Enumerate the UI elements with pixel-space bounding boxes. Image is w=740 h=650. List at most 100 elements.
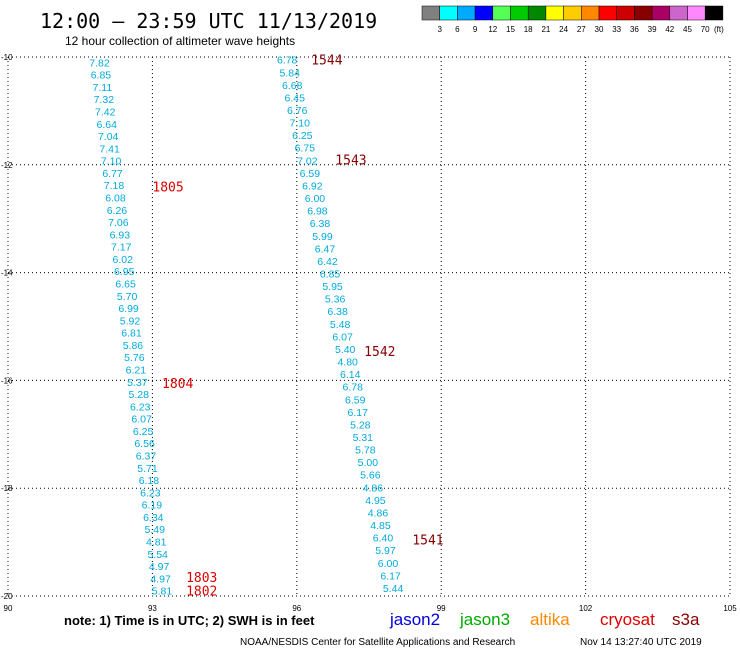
swh-value-label: 5.76 <box>124 352 145 364</box>
legend-scale-label: 12 <box>488 25 497 34</box>
swh-value-label: 6.85 <box>320 268 341 280</box>
swh-value-label: 6.07 <box>332 331 353 343</box>
swh-value-label: 6.21 <box>126 364 147 376</box>
swh-value-label: 5.95 <box>322 281 343 293</box>
swh-value-label: 7.41 <box>99 143 120 155</box>
swh-value-label: 6.99 <box>118 303 139 315</box>
legend-swatch <box>545 5 564 21</box>
legend-swatch <box>457 5 476 21</box>
swh-value-label: 6.23 <box>140 487 161 499</box>
swh-value-label: 5.28 <box>129 389 150 401</box>
swh-value-label: 7.04 <box>98 131 119 143</box>
swh-value-label: 6.59 <box>345 394 366 406</box>
x-tick-label: 96 <box>292 604 301 613</box>
footer-timestamp: Nov 14 13:27:40 UTC 2019 <box>580 637 702 648</box>
swh-value-label: 6.45 <box>285 92 306 104</box>
legend-swatch <box>616 5 635 21</box>
legend-scale-label: 9 <box>473 25 478 34</box>
swh-value-label: 6.98 <box>307 206 328 218</box>
time-label: 1803 <box>186 571 217 586</box>
swh-value-label: 7.11 <box>93 82 113 94</box>
swh-value-label: 7.02 <box>297 155 318 167</box>
swh-value-label: 5.71 <box>137 463 158 475</box>
time-label: 1541 <box>412 533 443 548</box>
x-tick-label: 105 <box>723 604 737 613</box>
swh-value-label: 6.92 <box>302 180 323 192</box>
swh-value-label: 6.26 <box>107 205 128 217</box>
swh-value-label: 5.37 <box>127 377 148 389</box>
x-tick-label: 90 <box>4 604 13 613</box>
legend-scale-label: 42 <box>665 25 674 34</box>
swh-value-label: 6.00 <box>305 193 326 205</box>
legend-swatch <box>474 5 494 21</box>
swh-value-label: 7.06 <box>108 217 129 229</box>
swh-value-label: 5.49 <box>145 524 166 536</box>
swh-value-label: 4.97 <box>149 561 170 573</box>
swh-value-label: 4.95 <box>365 495 386 507</box>
legend-swatch <box>439 5 458 21</box>
time-label: 1542 <box>364 345 395 360</box>
swh-value-label: 7.82 <box>89 57 110 69</box>
swh-value-label: 6.42 <box>317 256 338 268</box>
swh-value-label: 5.44 <box>383 583 404 595</box>
axis-tick-labels: 90 93 96 99 102 105 -10 -12 -14 -16 -18 -20 <box>1 53 737 613</box>
swh-value-label: 5.84 <box>279 67 300 79</box>
legend-swatch <box>527 5 547 21</box>
x-tick-label: 99 <box>437 604 446 613</box>
x-tick-label: 102 <box>579 604 593 613</box>
legend-swatch <box>634 5 653 21</box>
legend-swatch <box>421 5 440 21</box>
swh-value-label: 6.40 <box>373 533 394 545</box>
swh-value-label: 6.07 <box>131 414 152 426</box>
y-tick-label: -12 <box>1 161 13 170</box>
legend-swatch <box>563 5 582 21</box>
time-label: 1544 <box>311 54 342 69</box>
swh-value-label: 6.38 <box>310 218 331 230</box>
swh-value-label: 6.14 <box>340 369 361 381</box>
swh-value-label: 6.65 <box>115 279 136 291</box>
satellite-legend-jason3: jason3 <box>459 610 510 629</box>
legend-scale-label: 3 <box>437 25 442 34</box>
swh-value-label: 5.99 <box>312 231 333 243</box>
legend-swatch <box>704 5 724 21</box>
swh-value-label: 6.93 <box>110 229 131 241</box>
time-label: 1805 <box>152 180 183 195</box>
swh-value-label: 6.68 <box>282 80 303 92</box>
y-tick-label: -10 <box>1 53 13 62</box>
swh-value-label: 6.23 <box>130 401 151 413</box>
swh-value-label: 6.85 <box>91 70 112 82</box>
legend-scale-label: (ft) <box>714 25 724 34</box>
legend-swatch <box>651 5 671 21</box>
swh-value-label: 6.34 <box>143 512 164 524</box>
swh-value-label: 7.32 <box>94 94 115 106</box>
legend-scale-label: 21 <box>541 25 550 34</box>
chart-subtitle: 12 hour collection of altimeter wave hei… <box>65 34 295 48</box>
legend-scale-label: 70 <box>701 25 710 34</box>
swh-value-label: 6.95 <box>114 266 135 278</box>
swh-value-label: 6.18 <box>139 475 160 487</box>
satellite-legend: jason2 jason3 altika cryosat s3a <box>389 610 700 629</box>
swh-value-label: 6.81 <box>121 328 142 340</box>
legend-scale-label: 30 <box>595 25 604 34</box>
x-tick-label: 93 <box>148 604 157 613</box>
legend-swatch <box>669 5 688 21</box>
swh-value-label: 6.17 <box>348 407 369 419</box>
y-tick-label: -18 <box>1 484 13 493</box>
legend-scale-label: 24 <box>559 25 568 34</box>
swh-value-label: 7.10 <box>290 118 311 130</box>
swh-value-label: 6.02 <box>113 254 134 266</box>
swh-value-label: 5.28 <box>350 419 371 431</box>
satellite-tracks: 7.826.857.117.327.426.647.047.417.106.77… <box>89 54 443 600</box>
swh-value-label: 6.75 <box>295 143 316 155</box>
legend-scale-label: 27 <box>577 25 586 34</box>
legend-scale-label: 18 <box>524 25 533 34</box>
swh-value-label: 6.47 <box>315 243 336 255</box>
swh-value-label: 6.00 <box>378 558 399 570</box>
swh-value-label: 7.10 <box>101 156 122 168</box>
legend-scale-label: 33 <box>612 25 621 34</box>
swh-value-label: 4.86 <box>363 482 384 494</box>
y-tick-label: -20 <box>1 592 13 601</box>
swh-value-label: 5.40 <box>335 344 356 356</box>
footer-note: note: 1) Time is in UTC; 2) SWH is in fe… <box>64 613 315 628</box>
